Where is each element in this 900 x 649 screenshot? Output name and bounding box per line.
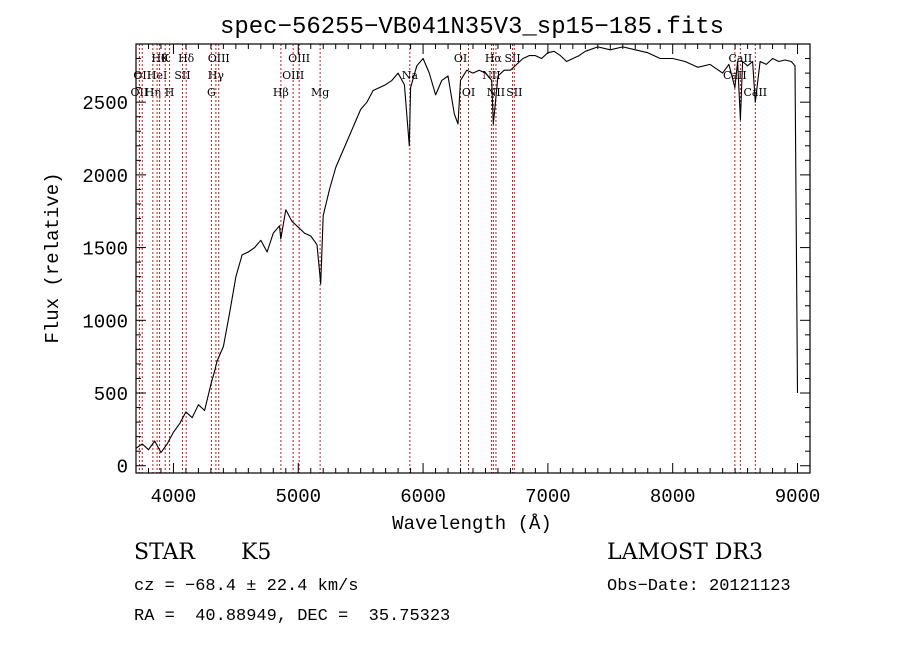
line-marker-label: OI bbox=[454, 52, 467, 65]
x-axis-ticks: 4000 5000 6000 7000 8000 9000 bbox=[135, 44, 821, 508]
y-tick-label: 500 bbox=[94, 384, 128, 406]
line-marker-label: CaII bbox=[729, 52, 753, 65]
x-axis-label: Wavelength (Å) bbox=[392, 513, 552, 535]
chart-title: spec−56255−VB041N35V3_sp15−185.fits bbox=[220, 14, 724, 41]
line-marker-label: Mg bbox=[311, 86, 329, 99]
line-marker-label: Hα bbox=[485, 52, 503, 65]
spectrum-line bbox=[135, 46, 799, 454]
line-marker-label: CaII bbox=[723, 69, 747, 82]
x-tick-label: 4000 bbox=[151, 486, 197, 508]
observation-date: Obs−Date: 20121123 bbox=[607, 577, 791, 596]
line-marker-label: OII bbox=[131, 86, 149, 99]
y-tick-label: 1000 bbox=[82, 311, 128, 333]
line-marker-label: H bbox=[165, 86, 175, 99]
object-subclass: K5 bbox=[241, 540, 271, 565]
x-tick-label: 6000 bbox=[400, 486, 446, 508]
line-marker-label: Hβ bbox=[273, 86, 289, 99]
line-marker-label: Hη bbox=[145, 86, 161, 99]
plot-frame bbox=[135, 43, 811, 474]
line-marker-label: Hθ bbox=[151, 52, 168, 65]
y-tick-label: 2500 bbox=[82, 93, 128, 115]
line-marker-label: Hδ bbox=[178, 52, 195, 65]
y-axis-label: Flux (relative) bbox=[42, 172, 64, 343]
object-class: STAR bbox=[134, 540, 196, 565]
line-marker-label: Hγ bbox=[208, 69, 225, 82]
x-tick-label: 9000 bbox=[775, 486, 821, 508]
line-marker-label: OIII bbox=[208, 52, 230, 65]
line-marker-label: OII bbox=[133, 69, 151, 82]
line-marker-label: OIII bbox=[282, 69, 304, 82]
y-axis-ticks: 0 500 1000 1500 2000 2500 bbox=[82, 43, 810, 479]
redshift-cz: cz = −68.4 ± 22.4 km/s bbox=[134, 577, 358, 596]
line-marker-label: K bbox=[161, 52, 170, 65]
y-tick-label: 2000 bbox=[82, 166, 128, 188]
line-marker-label: SII bbox=[504, 52, 520, 65]
x-tick-label: 5000 bbox=[275, 486, 321, 508]
line-marker-label: SII bbox=[506, 86, 522, 99]
line-marker-label: OI bbox=[462, 86, 475, 99]
line-marker-label: OIII bbox=[288, 52, 310, 65]
spectral-line-markers: OIIOIIHηHeIHθKHSIIHδGHγOIIIHβOIIIOIIIMgN… bbox=[131, 44, 767, 473]
y-tick-label: 1500 bbox=[82, 239, 128, 261]
line-marker-label: CaII bbox=[743, 86, 767, 99]
survey-name: LAMOST DR3 bbox=[607, 540, 763, 565]
line-marker-label: Na bbox=[402, 69, 419, 82]
x-tick-label: 7000 bbox=[525, 486, 571, 508]
ra-dec-coordinates: RA = 40.88949, DEC = 35.75323 bbox=[134, 607, 450, 626]
line-marker-label: SII bbox=[174, 69, 190, 82]
y-tick-label: 0 bbox=[117, 457, 128, 479]
line-marker-label: G bbox=[207, 86, 216, 99]
x-tick-label: 8000 bbox=[650, 486, 696, 508]
line-marker-label: HeI bbox=[147, 69, 167, 82]
